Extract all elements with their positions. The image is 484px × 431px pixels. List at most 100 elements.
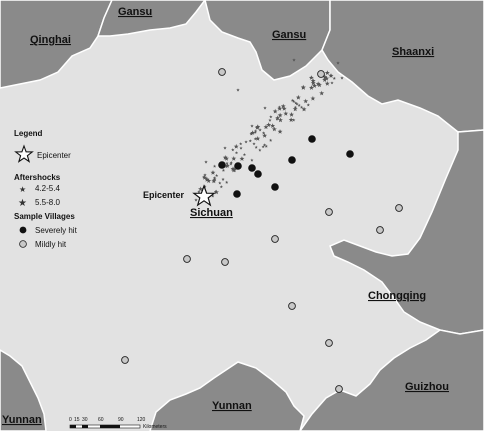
scale-unit: Kilometers [143, 424, 167, 430]
aftershock-marker [270, 123, 276, 128]
aftershock-marker [225, 161, 229, 165]
village-mild-marker [317, 70, 325, 78]
aftershock-marker [300, 85, 306, 90]
aftershock-marker [255, 124, 261, 129]
village-mild-marker [183, 255, 191, 263]
aftershock-marker [269, 138, 273, 142]
aftershock-marker [211, 194, 215, 198]
legend-epicenter-star-icon [14, 144, 34, 163]
aftershock-marker [283, 111, 289, 116]
aftershock-marker [250, 124, 254, 128]
aftershock-marker [315, 81, 321, 87]
legend-aftershocks-title: Aftershocks [14, 173, 61, 182]
aftershock-marker [300, 105, 304, 109]
aftershock-marker [310, 80, 316, 86]
scale-tick-15: 15 [74, 417, 80, 423]
aftershock-marker [231, 167, 237, 173]
label-gansu-nw: Gansu [118, 6, 152, 18]
aftershock-marker [295, 102, 299, 106]
scale-tick-0: 0 [69, 417, 72, 423]
legend-large-star-icon: ★ [18, 198, 27, 209]
aftershock-marker [310, 95, 316, 101]
village-severe-marker [346, 150, 354, 158]
scale-tick-60: 60 [98, 417, 104, 423]
aftershock-marker [248, 139, 252, 143]
village-severe-marker [234, 162, 242, 170]
aftershock-marker [214, 189, 219, 195]
aftershock-marker [277, 129, 283, 134]
aftershock-marker [212, 176, 217, 180]
aftershock-layer [194, 58, 344, 202]
aftershock-marker [293, 105, 297, 109]
aftershock-marker [253, 137, 257, 141]
aftershock-marker [316, 82, 322, 88]
legend-villages-title: Sample Villages [14, 212, 75, 221]
aftershock-marker [210, 170, 216, 175]
aftershock-marker [250, 158, 254, 162]
aftershock-marker [262, 133, 268, 138]
aftershock-marker [244, 140, 248, 144]
aftershock-marker [211, 178, 217, 184]
aftershock-marker [268, 118, 272, 122]
legend-aftershock-small: 4.2-5.4 [35, 184, 60, 193]
label-yunnan-s: Yunnan [212, 400, 252, 412]
aftershock-marker [261, 145, 265, 149]
aftershock-marker [222, 155, 228, 160]
aftershock-marker [322, 74, 328, 80]
legend: Legend Epicenter Aftershocks ★ 4.2-5.4 ★… [14, 129, 78, 249]
aftershock-marker [280, 103, 286, 109]
aftershock-marker [254, 129, 258, 133]
aftershock-marker [330, 81, 334, 85]
aftershock-marker [312, 83, 317, 88]
aftershock-marker [204, 177, 210, 182]
aftershock-marker [231, 156, 237, 161]
label-shaanxi: Shaanxi [392, 46, 434, 58]
aftershock-marker [275, 115, 281, 121]
aftershock-marker [254, 145, 258, 149]
aftershock-marker [292, 106, 298, 112]
label-chongqing: Chongqing [368, 290, 426, 302]
aftershock-marker [322, 77, 328, 82]
aftershock-marker [308, 75, 314, 80]
yunnan-sw-region [0, 349, 47, 431]
village-mild-marker [325, 208, 333, 216]
scale-tick-30: 30 [82, 417, 88, 423]
aftershock-marker [324, 81, 330, 86]
aftershock-marker [309, 85, 314, 90]
village-mild-marker [376, 226, 384, 234]
village-severe-marker [218, 161, 226, 169]
scale-bar: 0 15 30 60 90 120 Kilometers [69, 417, 167, 430]
aftershock-marker [212, 178, 216, 182]
aftershock-marker [263, 143, 267, 147]
aftershock-marker [229, 160, 233, 164]
aftershock-marker [225, 163, 230, 168]
legend-mild-label: Mildly hit [35, 240, 67, 249]
legend-title: Legend [14, 129, 43, 138]
legend-severe-dot-icon [19, 226, 27, 234]
aftershock-marker [336, 61, 340, 65]
aftershock-marker [324, 70, 330, 75]
aftershock-marker [319, 90, 325, 96]
label-sichuan: Sichuan [190, 207, 233, 219]
guizhou-region [299, 329, 484, 431]
village-severe-marker [308, 135, 316, 143]
aftershock-marker [219, 185, 223, 189]
aftershock-marker [249, 132, 253, 136]
aftershock-marker [252, 142, 256, 146]
aftershock-marker [203, 173, 207, 177]
aftershock-marker [278, 117, 283, 123]
aftershock-marker [266, 122, 272, 127]
aftershock-marker [213, 164, 217, 168]
aftershock-marker [264, 144, 268, 148]
aftershock-marker [215, 173, 219, 177]
aftershock-marker [310, 78, 316, 83]
aftershock-marker [295, 94, 301, 100]
aftershock-marker [292, 118, 296, 122]
aftershock-marker [231, 148, 235, 152]
village-mild-marker [271, 235, 279, 243]
aftershock-marker [272, 108, 278, 114]
aftershock-marker [277, 112, 283, 118]
aftershock-marker [288, 117, 294, 122]
aftershock-marker [297, 103, 301, 107]
village-severe-marker [254, 170, 262, 178]
